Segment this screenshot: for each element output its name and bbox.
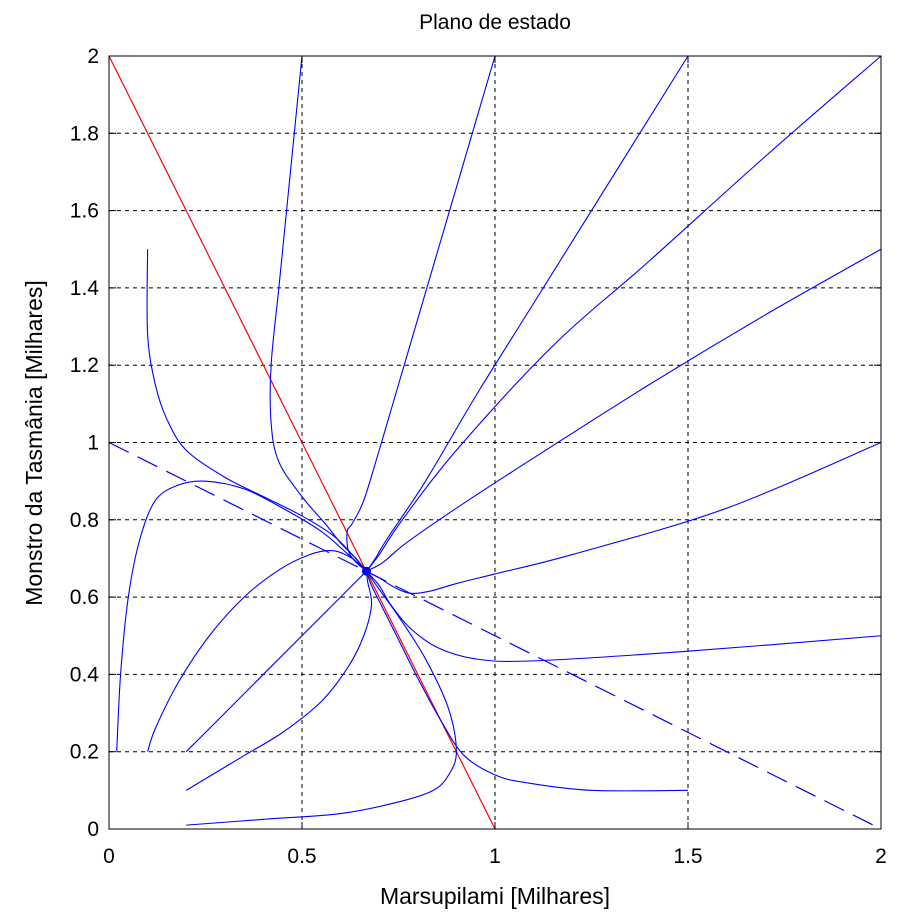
y-axis-label: Monstro da Tasmânia [Milhares]	[21, 280, 47, 606]
y-tick-label: 0.2	[70, 741, 99, 764]
trajectory-line	[366, 441, 882, 594]
y-tick-label: 1.6	[70, 200, 99, 223]
x-tick-label: 2	[875, 845, 887, 868]
plot-area	[108, 55, 882, 830]
trajectory-line	[366, 55, 882, 572]
y-tick-label: 1.2	[70, 354, 99, 377]
y-tick-label: 1	[87, 432, 99, 455]
grid	[109, 56, 881, 829]
trajectory-line	[366, 248, 882, 572]
trajectory-line	[366, 570, 882, 662]
trajectory-line	[186, 570, 457, 826]
trajectory-line	[365, 571, 689, 792]
dashed-nullcline	[108, 441, 882, 830]
trajectory-line	[116, 480, 367, 752]
y-tick-label: 0.8	[70, 509, 99, 532]
y-tick-label: 1.8	[70, 122, 99, 145]
chart-title: Plano de estado	[419, 11, 571, 34]
y-tick-label: 2	[87, 45, 99, 68]
equilibrium-point	[361, 566, 371, 576]
axis-ticks: 0 0.5 1 1.5 2 0 0.2 0.4 0.6 0.8 1 1.2 1.4 1.6 1.8 2	[70, 45, 887, 868]
x-axis-label: Marsupilami [Milhares]	[380, 883, 610, 909]
y-tick-label: 1.4	[70, 277, 100, 300]
trajectory-line	[147, 550, 367, 752]
trajectory-line	[269, 55, 367, 572]
x-tick-label: 0.5	[287, 845, 316, 868]
y-tick-label: 0	[87, 818, 99, 841]
trajectory-line	[185, 571, 373, 791]
trajectory-line	[346, 55, 496, 572]
x-tick-label: 0	[103, 845, 115, 868]
trajectory-line	[366, 55, 689, 572]
y-tick-label: 0.4	[70, 663, 100, 686]
y-tick-label: 0.6	[70, 586, 99, 609]
x-tick-label: 1.5	[673, 845, 702, 868]
x-tick-label: 1	[489, 845, 501, 868]
trajectory-line	[185, 570, 367, 753]
red-nullcline	[108, 55, 496, 830]
